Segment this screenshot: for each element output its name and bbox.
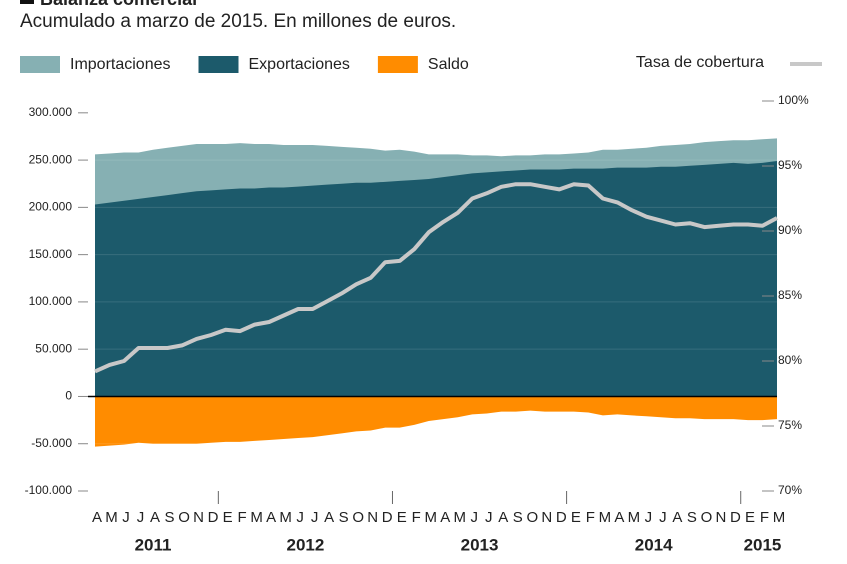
x-tick-label: A <box>672 509 682 526</box>
x-tick-label: D <box>382 509 393 526</box>
y-tick-label: 100.000 <box>29 294 73 308</box>
x-tick-label: A <box>614 509 624 526</box>
x-tick-label: F <box>586 509 595 526</box>
x-tick-label: J <box>485 509 493 526</box>
x-tick-label: M <box>628 509 641 526</box>
area <box>95 161 777 397</box>
chart-subtitle: Acumulado a marzo de 2015. En millones d… <box>20 11 456 32</box>
x-tick-label: J <box>122 509 130 526</box>
x-tick-label: J <box>645 509 653 526</box>
x-tick-label: E <box>223 509 233 526</box>
line <box>94 182 778 374</box>
year-label: 2011 <box>135 535 172 554</box>
x-tick-label: E <box>571 509 581 526</box>
x-tick-label: O <box>178 509 190 526</box>
y-tick-label: 0 <box>65 389 72 403</box>
x-tick-label: A <box>150 509 160 526</box>
legend-swatch <box>20 56 60 73</box>
x-tick-label: J <box>137 509 145 526</box>
x-tick-label: M <box>250 509 263 526</box>
x-tick-label: M <box>424 509 437 526</box>
x-tick-label: E <box>397 509 407 526</box>
y2-tick-label: 85% <box>778 288 802 302</box>
year-label: 2012 <box>286 535 324 554</box>
x-tick-label: M <box>773 509 786 526</box>
area <box>95 396 777 447</box>
y2-tick-label: 90% <box>778 223 802 237</box>
y-tick-label: -50.000 <box>31 436 72 450</box>
y2-tick-label: 100% <box>778 93 809 107</box>
x-tick-label: S <box>687 509 697 526</box>
y-tick-label: 300.000 <box>29 105 73 119</box>
x-tick-label: D <box>556 509 567 526</box>
legend-swatch <box>198 56 239 73</box>
x-tick-label: A <box>440 509 450 526</box>
y-tick-label: 200.000 <box>29 200 73 214</box>
x-tick-label: F <box>760 509 769 526</box>
y2-tick-label: 95% <box>778 158 802 172</box>
x-tick-label: N <box>541 509 552 526</box>
x-tick-label: M <box>454 509 467 526</box>
y-tick-label: 250.000 <box>29 152 73 166</box>
legend-swatch <box>377 56 418 73</box>
legend-label: Saldo <box>428 56 469 73</box>
x-tick-label: F <box>412 509 421 526</box>
x-tick-label: J <box>659 509 667 526</box>
x-tick-label: J <box>296 509 304 526</box>
x-tick-label: O <box>701 509 713 526</box>
y2-tick-label: 75% <box>778 418 802 432</box>
legend-label: Importaciones <box>70 56 171 73</box>
x-tick-label: D <box>730 509 741 526</box>
x-tick-label: F <box>238 509 247 526</box>
x-tick-label: O <box>352 509 364 526</box>
chart-title: Balanza comercial <box>40 0 197 9</box>
x-tick-label: M <box>599 509 612 526</box>
x-tick-label: S <box>165 509 175 526</box>
x-tick-label: M <box>105 509 118 526</box>
legend-label: Tasa de cobertura <box>636 54 764 71</box>
x-tick-label: A <box>266 509 276 526</box>
year-label: 2014 <box>635 535 673 554</box>
x-tick-label: D <box>208 509 219 526</box>
y-tick-label: 150.000 <box>29 247 73 261</box>
y2-tick-label: 80% <box>778 353 802 367</box>
x-tick-label: N <box>193 509 204 526</box>
legend-label: Exportaciones <box>249 56 350 73</box>
x-tick-label: O <box>526 509 538 526</box>
x-tick-label: S <box>513 509 523 526</box>
y-tick-label: 50.000 <box>35 341 72 355</box>
x-tick-label: J <box>471 509 479 526</box>
x-tick-label: A <box>92 509 102 526</box>
x-tick-label: N <box>716 509 727 526</box>
x-tick-label: J <box>311 509 319 526</box>
x-tick-label: N <box>367 509 378 526</box>
x-tick-label: A <box>324 509 334 526</box>
y2-tick-label: 70% <box>778 483 802 497</box>
title-square <box>20 0 34 4</box>
x-tick-label: E <box>745 509 755 526</box>
x-tick-label: S <box>339 509 349 526</box>
year-label: 2015 <box>744 535 782 554</box>
x-tick-label: A <box>498 509 508 526</box>
year-label: 2013 <box>461 535 499 554</box>
y-tick-label: -100.000 <box>25 483 73 497</box>
x-tick-label: M <box>279 509 292 526</box>
